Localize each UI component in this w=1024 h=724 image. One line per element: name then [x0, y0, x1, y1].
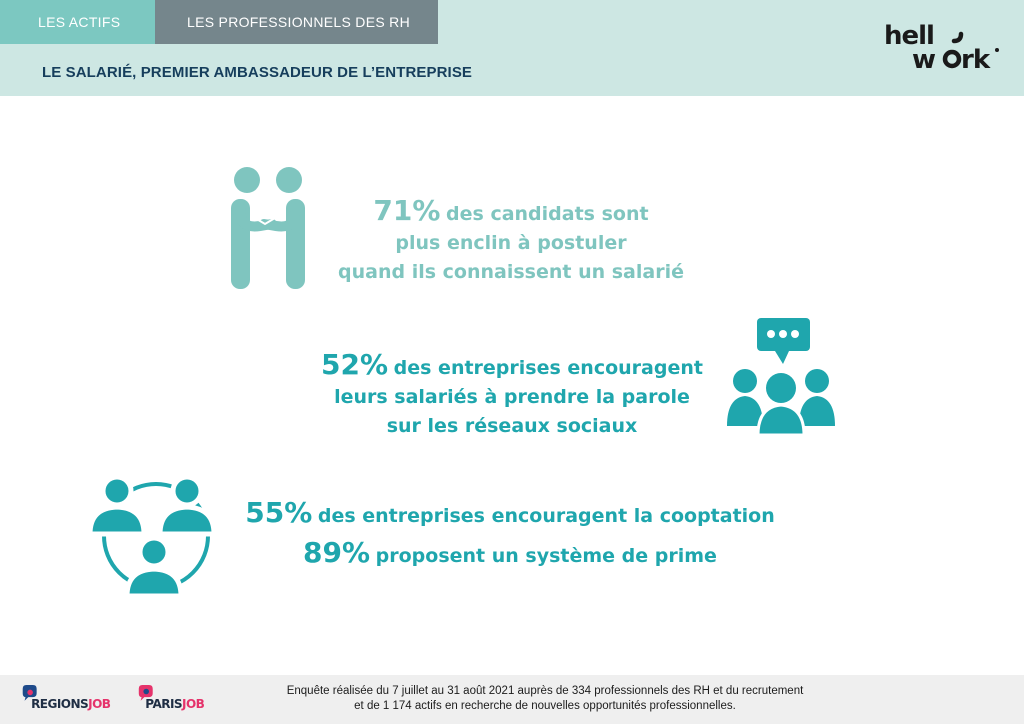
stat-percent: 89%: [303, 536, 371, 569]
brand-part: JOB: [181, 697, 205, 711]
survey-footnote: Enquête réalisée du 7 juillet au 31 août…: [250, 684, 840, 714]
group-chat-icon: [727, 318, 835, 436]
stat-text-line: des entreprises encouragent: [393, 357, 703, 379]
hellowork-logo: hell w rk: [884, 21, 999, 72]
stat-percent: 52%: [321, 348, 389, 381]
footer-bar: [0, 675, 1024, 724]
brand-part: REGIONS: [31, 697, 88, 711]
stat-text-line: proposent un système de prime: [375, 545, 717, 567]
svg-text:hell: hell: [884, 21, 934, 51]
stat-candidats: 71% des candidats sont plus enclin à pos…: [326, 196, 696, 287]
stat-cooptation: 55% des entreprises encouragent la coopt…: [240, 495, 780, 575]
stat-reseaux-sociaux: 52% des entreprises encouragent leurs sa…: [312, 350, 712, 441]
tab-les-actifs[interactable]: LES ACTIFS: [0, 0, 155, 44]
stat-percent: 55%: [245, 496, 313, 529]
page-title: LE SALARIÉ, PREMIER AMBASSADEUR DE L’ENT…: [42, 64, 473, 81]
brand-part: JOB: [87, 697, 111, 711]
svg-text:rk: rk: [961, 45, 991, 72]
stat-text-line: sur les réseaux sociaux: [386, 415, 638, 437]
stat-text-line: des entreprises encouragent la cooptatio…: [317, 505, 775, 527]
handshake-icon: [231, 167, 305, 289]
stat-text-line: plus enclin à postuler: [395, 232, 627, 254]
parisjob-logo: PARISJOB: [138, 685, 205, 711]
stat-text-line: des candidats sont: [446, 203, 649, 225]
stat-text-line: quand ils connaissent un salarié: [338, 261, 684, 283]
svg-text:REGIONSJOB: REGIONSJOB: [31, 697, 111, 711]
footnote-line: Enquête réalisée du 7 juillet au 31 août…: [286, 685, 804, 697]
stat-text-line: leurs salariés à prendre la parole: [334, 386, 690, 408]
stat-percent: 71%: [373, 194, 441, 227]
footnote-line: et de 1 174 actifs en recherche de nouve…: [354, 700, 736, 712]
tab-professionnels-rh[interactable]: LES PROFESSIONNELS DES RH: [155, 0, 438, 44]
referral-cycle-icon: [90, 474, 217, 598]
svg-text:w: w: [912, 45, 936, 72]
svg-text:PARISJOB: PARISJOB: [145, 697, 204, 711]
regionsjob-logo: REGIONSJOB: [22, 685, 111, 711]
brand-part: PARIS: [145, 697, 182, 711]
